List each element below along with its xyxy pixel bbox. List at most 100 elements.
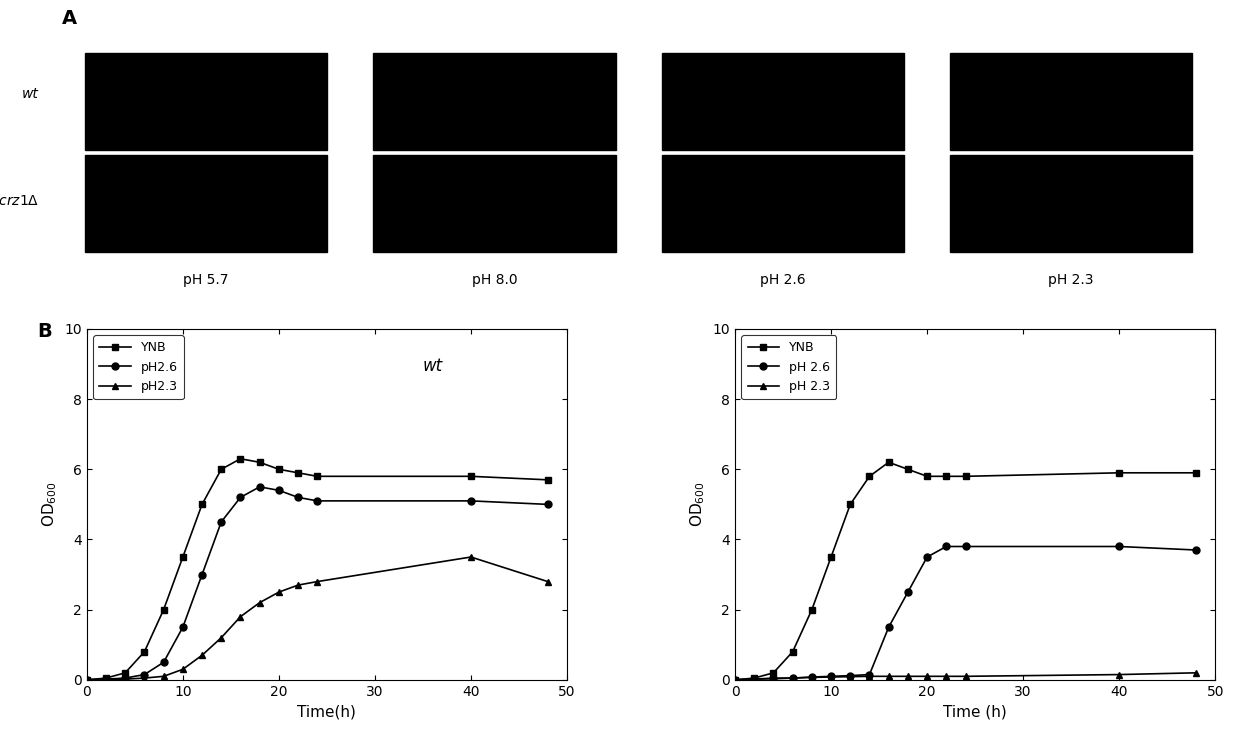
FancyBboxPatch shape: [86, 53, 327, 150]
YNB: [310, 472, 325, 481]
pH 2.6: [766, 674, 781, 683]
pH 2.3: [823, 673, 838, 681]
Text: pH 2.6: pH 2.6: [760, 273, 806, 287]
pH2.3: [272, 588, 286, 596]
Text: pH 2.3: pH 2.3: [1048, 273, 1094, 287]
Line: pH2.6: pH2.6: [83, 483, 552, 683]
YNB: [862, 472, 877, 481]
pH2.6: [136, 670, 151, 679]
FancyBboxPatch shape: [373, 155, 615, 252]
pH 2.6: [805, 673, 820, 681]
pH2.6: [252, 482, 267, 491]
pH2.3: [175, 665, 190, 674]
Line: YNB: YNB: [83, 455, 552, 683]
YNB: [939, 472, 954, 481]
pH2.3: [195, 651, 210, 659]
YNB: [805, 605, 820, 614]
pH 2.6: [785, 674, 800, 683]
YNB: [175, 553, 190, 561]
Y-axis label: OD$_{600}$: OD$_{600}$: [688, 482, 707, 527]
YNB: [156, 605, 171, 614]
pH2.3: [136, 674, 151, 683]
YNB: [136, 648, 151, 656]
YNB: [195, 500, 210, 509]
pH2.6: [175, 623, 190, 632]
pH2.3: [233, 613, 248, 621]
pH2.3: [79, 675, 94, 684]
pH 2.6: [939, 542, 954, 551]
pH 2.6: [959, 542, 973, 551]
pH2.6: [213, 518, 228, 526]
pH2.3: [290, 580, 305, 589]
pH2.6: [464, 496, 479, 505]
pH 2.3: [939, 672, 954, 681]
Legend: YNB, pH 2.6, pH 2.3: YNB, pH 2.6, pH 2.3: [742, 336, 836, 399]
pH2.3: [98, 675, 113, 684]
FancyBboxPatch shape: [950, 53, 1192, 150]
YNB: [1189, 469, 1204, 477]
Line: pH2.3: pH2.3: [83, 553, 552, 683]
X-axis label: Time(h): Time(h): [298, 704, 356, 719]
pH 2.6: [862, 670, 877, 679]
YNB: [272, 465, 286, 474]
pH 2.3: [766, 675, 781, 683]
Line: pH 2.3: pH 2.3: [732, 670, 1199, 683]
pH 2.3: [882, 672, 897, 681]
pH2.6: [541, 500, 556, 509]
YNB: [882, 458, 897, 466]
pH 2.6: [746, 675, 761, 683]
FancyBboxPatch shape: [662, 155, 904, 252]
pH 2.3: [862, 672, 877, 681]
Text: wt: wt: [423, 357, 443, 375]
Text: B: B: [37, 322, 52, 341]
Text: wt: wt: [22, 86, 38, 101]
pH 2.6: [1112, 542, 1127, 551]
pH2.3: [541, 577, 556, 586]
YNB: [98, 674, 113, 683]
pH2.6: [195, 570, 210, 579]
pH2.6: [79, 675, 94, 684]
pH 2.3: [1189, 668, 1204, 677]
pH 2.3: [900, 672, 915, 681]
pH 2.3: [785, 674, 800, 683]
pH2.6: [290, 493, 305, 501]
YNB: [823, 553, 838, 561]
YNB: [746, 674, 761, 683]
YNB: [464, 472, 479, 481]
pH2.6: [233, 493, 248, 501]
YNB: [843, 500, 858, 509]
Line: YNB: YNB: [732, 459, 1199, 683]
YNB: [766, 668, 781, 677]
YNB: [290, 469, 305, 477]
YNB: [541, 475, 556, 484]
YNB: [1112, 469, 1127, 477]
pH 2.3: [805, 673, 820, 682]
YNB: [900, 465, 915, 474]
Y-axis label: OD$_{600}$: OD$_{600}$: [40, 482, 58, 527]
pH 2.3: [728, 675, 743, 684]
pH2.3: [118, 675, 133, 683]
YNB: [959, 472, 973, 481]
YNB: [79, 675, 94, 684]
pH 2.3: [1112, 670, 1127, 679]
pH 2.6: [823, 672, 838, 681]
pH 2.3: [746, 675, 761, 683]
pH2.3: [310, 577, 325, 586]
pH2.3: [464, 553, 479, 561]
pH 2.6: [882, 623, 897, 632]
pH2.6: [310, 496, 325, 505]
pH 2.6: [900, 588, 915, 596]
pH2.3: [213, 633, 228, 642]
Line: pH 2.6: pH 2.6: [732, 543, 1199, 683]
pH 2.3: [843, 673, 858, 681]
Legend: YNB, pH2.6, pH2.3: YNB, pH2.6, pH2.3: [93, 336, 184, 399]
YNB: [233, 455, 248, 463]
pH 2.3: [959, 672, 973, 681]
Text: pH 5.7: pH 5.7: [184, 273, 229, 287]
YNB: [213, 465, 228, 474]
Text: $Cgcrz1\Delta$: $Cgcrz1\Delta$: [0, 192, 38, 210]
YNB: [728, 675, 743, 684]
YNB: [118, 668, 133, 677]
FancyBboxPatch shape: [373, 53, 615, 150]
FancyBboxPatch shape: [662, 53, 904, 150]
